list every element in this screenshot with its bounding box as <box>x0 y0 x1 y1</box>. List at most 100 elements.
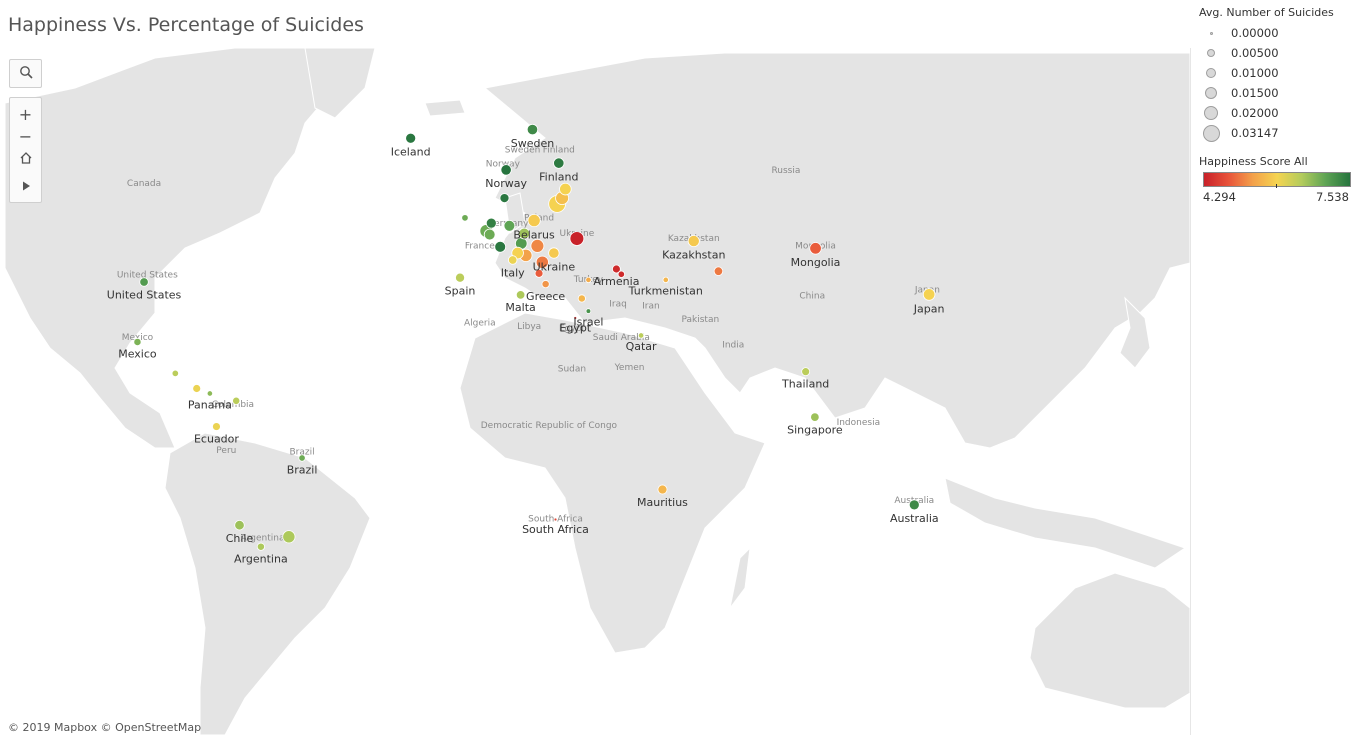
point-label-united-states: United States <box>107 288 182 301</box>
data-point-sweden[interactable] <box>526 123 539 136</box>
data-point[interactable] <box>534 268 544 278</box>
data-point[interactable] <box>461 214 469 222</box>
data-point-japan[interactable] <box>922 288 936 301</box>
data-point[interactable] <box>503 219 516 232</box>
home-icon <box>19 150 33 169</box>
base-label-algeria: Algeria <box>464 319 496 329</box>
data-point-spain[interactable] <box>455 272 465 283</box>
point-label-mauritius: Mauritius <box>637 496 688 509</box>
data-point[interactable] <box>535 255 549 269</box>
data-point-south-africa[interactable] <box>553 517 558 522</box>
base-label-argentina: Argentina <box>241 534 285 544</box>
data-point[interactable] <box>192 384 202 393</box>
data-point-finland[interactable] <box>553 157 565 169</box>
data-point-iceland[interactable] <box>405 132 417 144</box>
data-point-malta[interactable] <box>515 290 526 300</box>
data-point-united-states[interactable] <box>139 277 149 287</box>
point-label-iceland: Iceland <box>391 145 431 158</box>
size-legend-circle <box>1204 86 1218 100</box>
data-point-kazakhstan[interactable] <box>687 234 700 248</box>
data-point-norway[interactable] <box>500 164 512 176</box>
data-point[interactable] <box>485 217 497 229</box>
data-point-israel[interactable] <box>585 308 592 314</box>
data-point[interactable] <box>282 530 296 544</box>
data-point[interactable] <box>617 270 625 278</box>
data-point-mexico[interactable] <box>133 337 142 347</box>
zoom-out-button[interactable]: − <box>18 126 33 146</box>
point-label-mongolia: Mongolia <box>791 256 841 269</box>
point-label-brazil: Brazil <box>287 463 318 476</box>
base-label-norway: Norway <box>486 160 521 170</box>
base-label-saudi-arabia: Saudi Arabia <box>593 333 650 343</box>
madagascar-landmass <box>729 546 751 609</box>
data-point-mauritius[interactable] <box>657 484 668 495</box>
map-canvas[interactable]: RussiaSwedenNorwayFinlandPolandGermanyFr… <box>5 48 1191 735</box>
point-label-singapore: Singapore <box>787 423 843 436</box>
data-point[interactable] <box>569 231 585 246</box>
iceland-landmass <box>424 99 466 117</box>
zoom-in-button[interactable]: + <box>18 104 33 124</box>
map-attribution: © 2019 Mapbox © OpenStreetMap <box>8 721 202 734</box>
data-point[interactable] <box>171 369 179 378</box>
base-label-egypt: Egypt <box>559 324 585 334</box>
size-legend-item: 0.03147 <box>1199 123 1354 143</box>
data-point-australia[interactable] <box>908 499 920 511</box>
base-label-canada: Canada <box>127 179 161 189</box>
point-label-thailand: Thailand <box>781 378 829 391</box>
data-point[interactable] <box>577 294 586 303</box>
data-point[interactable] <box>483 228 496 241</box>
data-point[interactable] <box>559 182 572 196</box>
data-point-turkmenistan[interactable] <box>662 276 669 284</box>
greenland-landmass <box>304 48 376 119</box>
point-label-israel: Israel <box>573 315 603 328</box>
data-point[interactable] <box>518 227 531 240</box>
size-legend-circle <box>1206 48 1216 58</box>
data-point-thailand[interactable] <box>801 367 811 377</box>
base-label-brazil: Brazil <box>289 448 314 458</box>
data-point-ecuador[interactable] <box>212 422 221 431</box>
eurasia-landmass <box>483 52 1190 449</box>
base-label-yemen: Yemen <box>614 363 645 373</box>
base-label-finland: Finland <box>543 146 575 156</box>
size-legend-item: 0.02000 <box>1199 103 1354 123</box>
data-point-ukraine[interactable] <box>548 247 560 259</box>
point-label-greece: Greece <box>526 290 565 303</box>
data-point[interactable] <box>713 266 724 276</box>
data-point-panama[interactable] <box>206 390 214 397</box>
data-point-mongolia[interactable] <box>809 242 822 255</box>
data-point-layer <box>133 123 936 551</box>
base-label-sudan: Sudan <box>558 365 586 375</box>
color-legend-midpoint <box>1276 184 1277 188</box>
data-point[interactable] <box>585 276 592 284</box>
search-button[interactable] <box>10 62 41 84</box>
north-america-landmass <box>5 48 336 449</box>
point-label-italy: Italy <box>501 266 525 279</box>
data-point-argentina[interactable] <box>256 542 265 551</box>
data-point-greece[interactable] <box>541 280 550 289</box>
size-legend-label: 0.01000 <box>1231 66 1279 80</box>
data-point-belarus[interactable] <box>527 213 541 228</box>
data-point-chile[interactable] <box>234 519 245 531</box>
home-button[interactable] <box>10 148 41 170</box>
base-label-libya: Libya <box>517 322 541 332</box>
data-point[interactable] <box>499 193 510 204</box>
pan-mode-button[interactable] <box>10 175 41 197</box>
data-point-brazil[interactable] <box>298 454 306 462</box>
data-point[interactable] <box>232 396 241 405</box>
data-point-italy[interactable] <box>508 255 518 265</box>
data-point-singapore[interactable] <box>810 412 820 422</box>
base-label-iran: Iran <box>642 301 660 311</box>
data-point[interactable] <box>494 241 507 253</box>
world-map[interactable]: RussiaSwedenNorwayFinlandPolandGermanyFr… <box>5 48 1190 735</box>
africa-landmass <box>459 312 766 654</box>
data-point-armenia[interactable] <box>612 264 621 274</box>
landmass-layer <box>5 48 1190 735</box>
data-point-egypt[interactable] <box>573 316 578 320</box>
size-legend-label: 0.00000 <box>1231 26 1279 40</box>
data-point-qatar[interactable] <box>637 332 645 339</box>
indonesia-landmass <box>944 477 1187 569</box>
data-point[interactable] <box>530 239 545 253</box>
base-label-pakistan: Pakistan <box>681 315 719 325</box>
point-label-sweden: Sweden <box>511 137 554 150</box>
point-label-japan: Japan <box>913 302 945 315</box>
